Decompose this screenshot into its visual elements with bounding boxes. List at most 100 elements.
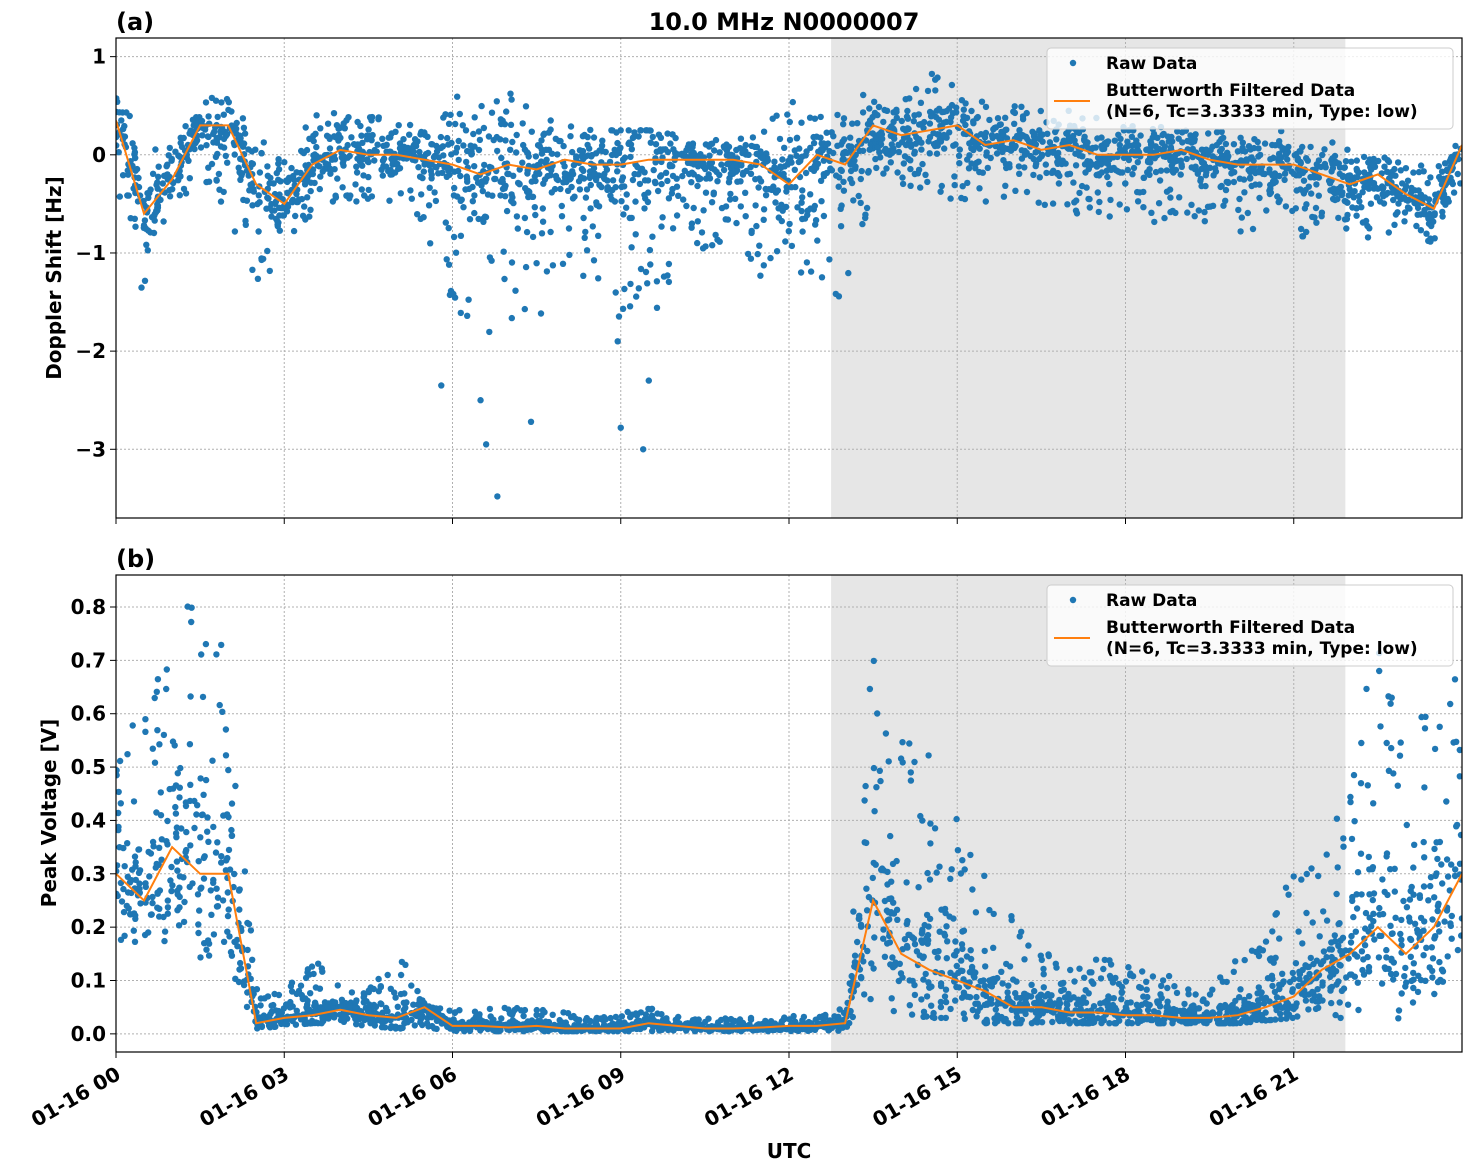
raw-point [1230,968,1238,975]
raw-point [590,164,598,172]
raw-point [653,304,661,311]
raw-point [1303,201,1310,208]
raw-point [700,207,707,214]
raw-point [1222,140,1230,148]
raw-point [1339,173,1347,181]
raw-point [988,996,995,1003]
raw-point [440,114,447,121]
raw-point [466,1019,473,1026]
raw-point [187,127,194,134]
raw-point [1028,1020,1036,1027]
raw-point [223,131,231,138]
y-tick-label: 0.2 [71,915,106,939]
raw-point [893,114,900,122]
raw-point [729,170,737,177]
raw-point [636,180,644,188]
raw-point [164,817,171,825]
raw-point [807,191,814,198]
raw-point [420,214,427,221]
raw-point [211,128,218,135]
raw-point [448,139,455,147]
raw-point [960,106,967,113]
raw-point [1106,213,1113,220]
raw-point [160,913,167,921]
raw-point [1169,207,1176,215]
raw-point [986,982,994,989]
raw-point [308,963,316,970]
raw-point [126,879,134,886]
raw-point [1431,235,1438,242]
raw-point [893,857,900,865]
raw-point [917,184,924,191]
raw-point [1056,1017,1063,1025]
raw-point [1415,168,1423,176]
raw-point [575,1024,583,1031]
raw-point [1072,207,1080,214]
raw-point [1213,129,1221,136]
raw-point [452,249,460,256]
raw-point [646,246,654,254]
raw-point [1191,213,1198,220]
raw-point [1160,130,1167,138]
raw-point [709,242,716,249]
raw-point [926,120,934,127]
raw-point [959,183,966,190]
raw-point [947,114,955,121]
raw-point [513,131,520,139]
raw-point [865,169,872,176]
raw-point [1033,160,1040,167]
raw-point [375,116,382,123]
raw-point [1080,994,1087,1001]
raw-point [869,874,876,882]
raw-point [1404,177,1412,184]
raw-point [121,863,128,870]
raw-point [647,261,654,268]
raw-point [402,961,409,968]
raw-point [875,103,883,111]
raw-point [1157,991,1164,998]
raw-point [240,981,248,989]
raw-point [379,172,386,179]
raw-point [899,759,906,766]
raw-point [116,193,124,200]
raw-point [591,170,598,177]
raw-point [1267,181,1274,189]
raw-point [154,889,161,896]
raw-point [1230,1017,1238,1024]
raw-point [1171,983,1178,990]
raw-point [1244,209,1252,217]
raw-point [694,218,701,225]
raw-point [920,124,927,132]
raw-point [786,220,793,228]
raw-point [673,175,680,182]
raw-point [1032,141,1040,148]
raw-point [918,930,926,937]
raw-point [249,202,256,209]
raw-point [577,173,585,181]
raw-point [1094,189,1102,196]
raw-point [1005,982,1012,989]
raw-point [255,228,262,235]
raw-point [214,113,221,121]
raw-point [1019,132,1026,139]
raw-point [135,869,143,877]
raw-point [711,147,718,154]
raw-point [1002,182,1009,189]
raw-point [623,204,630,211]
raw-point [427,240,434,247]
raw-point [659,214,666,221]
raw-point [702,189,710,196]
raw-point [873,164,880,172]
raw-point [214,150,221,158]
raw-point [205,838,212,845]
raw-point [982,198,989,205]
raw-point [942,1014,949,1022]
raw-point [149,745,156,752]
raw-point [850,908,857,915]
raw-point [371,146,378,154]
raw-point [1115,168,1122,175]
raw-point [688,224,695,231]
raw-point [833,172,840,179]
raw-point [403,145,411,152]
raw-point [1261,140,1269,147]
